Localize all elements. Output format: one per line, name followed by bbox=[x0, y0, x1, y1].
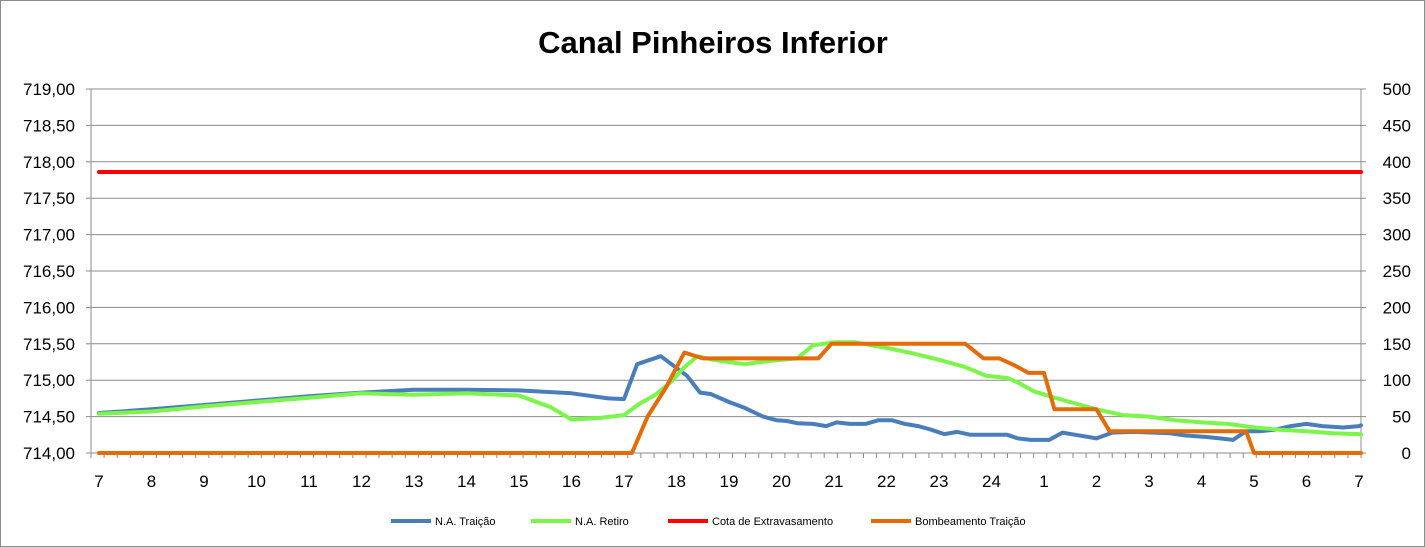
x-tick-label: 19 bbox=[720, 472, 739, 491]
x-tick-label: 11 bbox=[300, 472, 318, 491]
x-tick-label: 18 bbox=[667, 472, 686, 491]
right-tick-label: 0 bbox=[1402, 444, 1411, 463]
legend-label-1: N.A. Retiro bbox=[575, 516, 629, 528]
left-tick-label: 714,00 bbox=[23, 444, 75, 463]
x-tick-label: 17 bbox=[615, 472, 634, 491]
right-tick-label: 100 bbox=[1383, 371, 1411, 390]
right-tick-label: 400 bbox=[1383, 153, 1411, 172]
left-axis-ticks: 714,00 714,50 715,00 715,50 716,00 716,50 717,… bbox=[23, 80, 75, 463]
x-tick-label: 6 bbox=[1302, 472, 1311, 491]
x-axis-ticks: 7 8 9 10 11 12 13 14 15 16 17 18 19 20 21 22 23 24 1 2 3 4 5 6 7 bbox=[94, 472, 1363, 491]
left-tick-label: 715,00 bbox=[23, 371, 75, 390]
right-tick-label: 300 bbox=[1383, 226, 1411, 245]
left-tick-label: 718,50 bbox=[23, 116, 75, 135]
x-tick-label: 14 bbox=[457, 472, 476, 491]
series-line-1 bbox=[97, 340, 1363, 437]
series-lines bbox=[97, 170, 1363, 455]
right-tick-label: 150 bbox=[1383, 335, 1411, 354]
left-tick-label: 715,50 bbox=[23, 335, 75, 354]
x-tick-label: 9 bbox=[199, 472, 208, 491]
series-line-0 bbox=[97, 354, 1363, 442]
left-tick-label: 717,50 bbox=[23, 189, 75, 208]
x-tick-label: 4 bbox=[1197, 472, 1206, 491]
x-tick-label: 15 bbox=[510, 472, 529, 491]
right-axis-ticks: 0 50 100 150 200 250 300 350 400 450 500 bbox=[1383, 80, 1411, 463]
left-tick-label: 714,50 bbox=[23, 408, 75, 427]
x-tick-label: 23 bbox=[930, 472, 949, 491]
right-tick-label: 500 bbox=[1383, 80, 1411, 99]
series-line-3 bbox=[97, 341, 1363, 455]
x-tick-label: 22 bbox=[877, 472, 896, 491]
left-tick-label: 719,00 bbox=[23, 80, 75, 99]
right-tick-label: 50 bbox=[1392, 408, 1411, 427]
x-tick-label: 1 bbox=[1039, 472, 1048, 491]
legend-label-3: Bombeamento Traição bbox=[915, 516, 1026, 528]
left-tick-label: 718,00 bbox=[23, 153, 75, 172]
right-tick-label: 250 bbox=[1383, 262, 1411, 281]
x-tick-label: 7 bbox=[94, 472, 103, 491]
left-tick-label: 717,00 bbox=[23, 226, 75, 245]
x-tick-label: 2 bbox=[1092, 472, 1101, 491]
legend-label-2: Cota de Extravasamento bbox=[712, 516, 833, 528]
right-tick-label: 350 bbox=[1383, 189, 1411, 208]
x-tick-label: 16 bbox=[562, 472, 581, 491]
x-tick-label: 12 bbox=[352, 472, 371, 491]
legend-label-0: N.A. Traição bbox=[435, 516, 496, 528]
x-tick-label: 7 bbox=[1354, 472, 1363, 491]
grid-lines bbox=[91, 88, 1361, 454]
x-tick-label: 5 bbox=[1249, 472, 1258, 491]
x-tick-label: 13 bbox=[405, 472, 424, 491]
x-tick-label: 8 bbox=[147, 472, 156, 491]
x-tick-label: 3 bbox=[1144, 472, 1153, 491]
x-tick-label: 20 bbox=[772, 472, 791, 491]
left-tick-label: 716,50 bbox=[23, 262, 75, 281]
x-tick-label: 24 bbox=[982, 472, 1001, 491]
legend: N.A. Traição N.A. Retiro Cota de Extravasa… bbox=[391, 516, 1026, 528]
left-tick-label: 716,00 bbox=[23, 298, 75, 317]
x-tick-label: 21 bbox=[825, 472, 844, 491]
right-tick-label: 200 bbox=[1383, 298, 1411, 317]
chart-title: Canal Pinheiros Inferior bbox=[538, 25, 888, 60]
x-tick-label: 10 bbox=[247, 472, 266, 491]
right-tick-label: 450 bbox=[1383, 116, 1411, 135]
